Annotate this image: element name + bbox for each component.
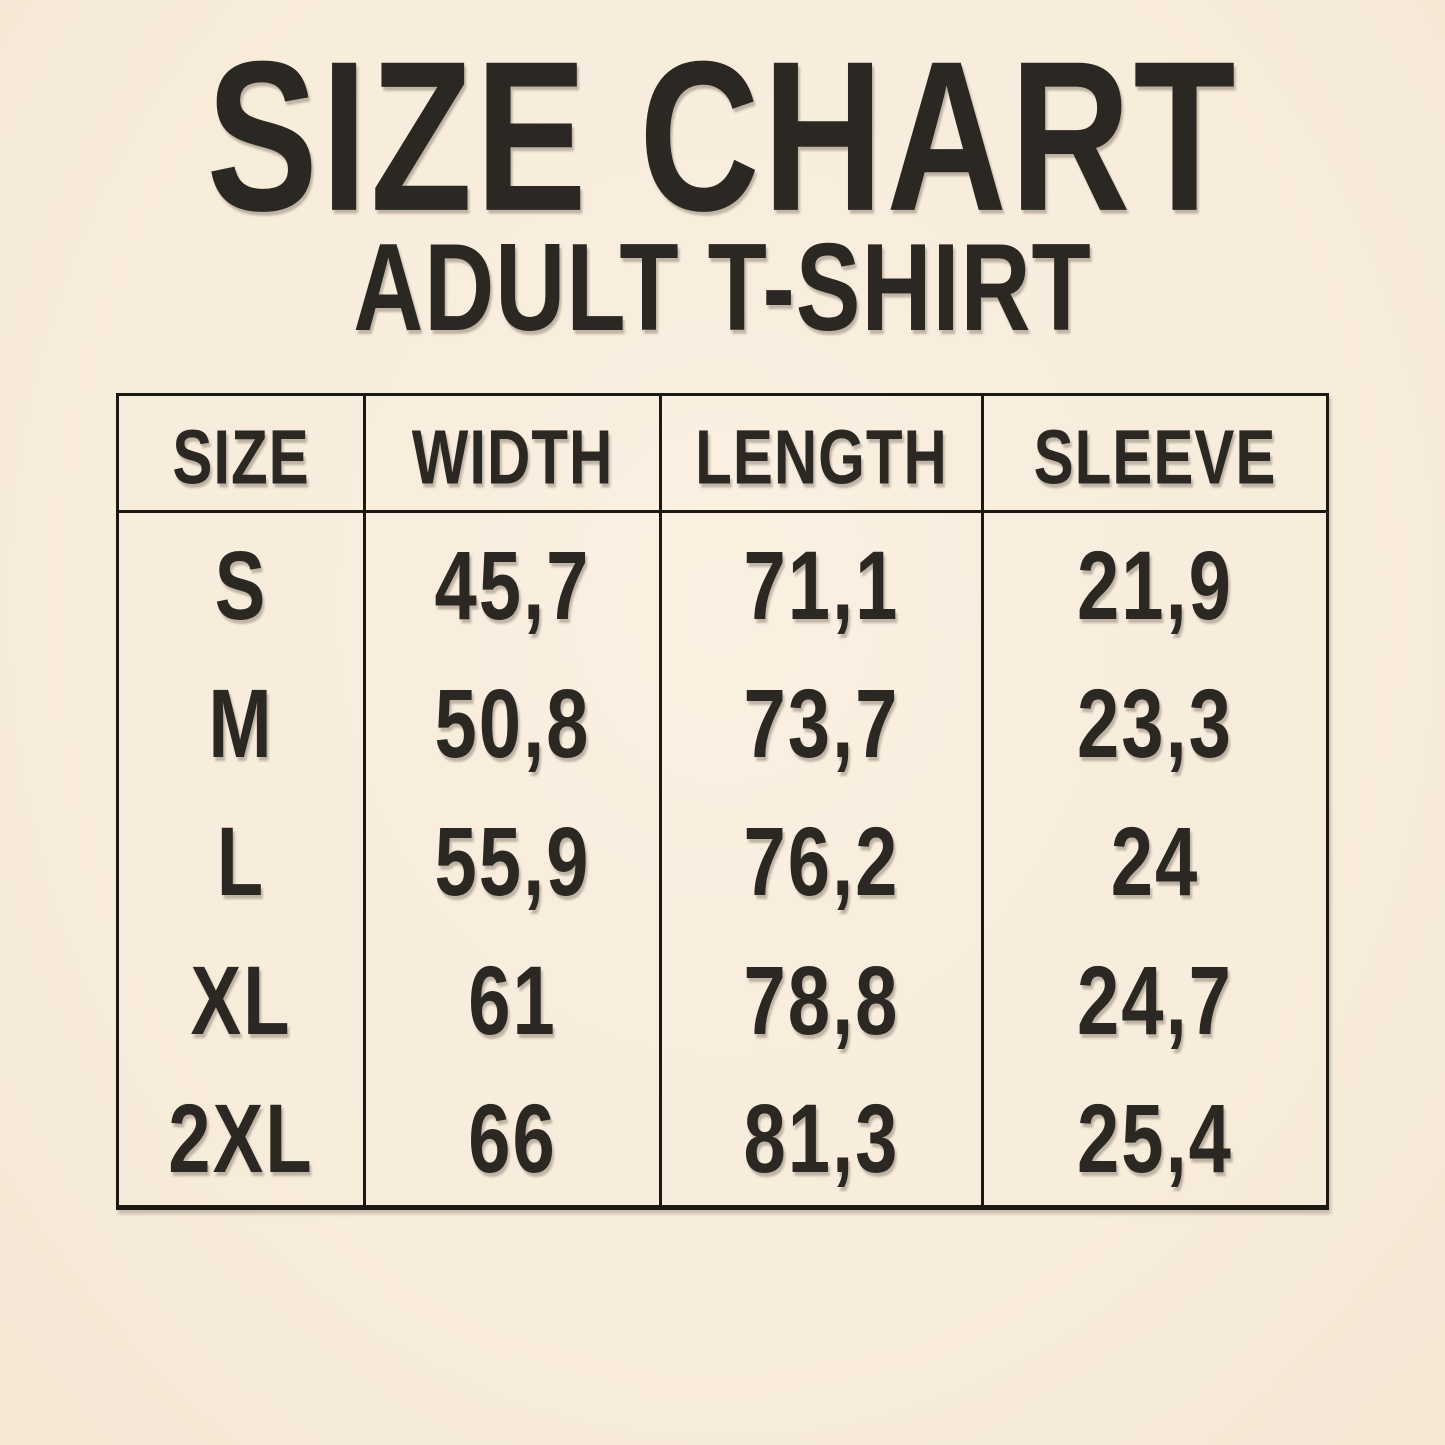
length-value: 81,3	[743, 1085, 900, 1195]
page-title-wrap: SIZE CHART	[0, 17, 1445, 255]
size-table: SIZE WIDTH LENGTH SLEEVE S 45,7 71,1 21,…	[116, 393, 1329, 1210]
table-row-xl-length: 78,8	[662, 928, 984, 1067]
table-row-m-sleeve: 23,3	[984, 651, 1326, 789]
size-label: 2XL	[168, 1085, 314, 1195]
table-row-s-sleeve: 21,9	[984, 513, 1326, 651]
table-row-s-length: 71,1	[662, 513, 984, 652]
table-row-2xl-length: 81,3	[662, 1066, 984, 1205]
table-row-2xl-width: 66	[366, 1066, 662, 1205]
size-label: S	[214, 531, 268, 641]
table-row-xl-size: XL	[119, 928, 366, 1067]
header-cell-width: WIDTH	[366, 396, 662, 513]
header-label-size: SIZE	[172, 414, 310, 500]
length-value: 78,8	[743, 946, 900, 1056]
width-value: 50,8	[434, 670, 591, 779]
width-value: 66	[468, 1085, 557, 1195]
size-label: L	[216, 808, 266, 918]
table-row-s-width: 45,7	[366, 513, 662, 652]
header-label-sleeve: SLEEVE	[1033, 414, 1277, 500]
table-row-m-size: M	[119, 651, 366, 790]
sleeve-value: 24,7	[1077, 946, 1233, 1056]
size-label: XL	[190, 946, 292, 1056]
table-row-xl-width: 61	[366, 928, 662, 1067]
page-subtitle-wrap: ADULT T-SHIRT	[0, 218, 1445, 358]
sleeve-value: 23,3	[1077, 670, 1233, 779]
table-row-2xl-sleeve: 25,4	[984, 1067, 1326, 1205]
header-label-length: LENGTH	[695, 414, 948, 500]
table-row-m-length: 73,7	[662, 651, 984, 790]
length-value: 71,1	[743, 531, 900, 641]
sleeve-value: 25,4	[1077, 1085, 1233, 1195]
table-row-l-size: L	[119, 789, 366, 929]
page-subtitle: ADULT T-SHIRT	[353, 217, 1092, 358]
length-value: 73,7	[743, 670, 900, 779]
table-row-2xl-size: 2XL	[119, 1066, 366, 1205]
width-value: 55,9	[434, 808, 591, 918]
page-title: SIZE CHART	[206, 17, 1239, 256]
table-row-l-length: 76,2	[662, 789, 984, 929]
header-label-width: WIDTH	[411, 414, 614, 500]
table-row-l-width: 55,9	[366, 789, 662, 929]
header-cell-sleeve: SLEEVE	[984, 396, 1326, 513]
header-cell-size: SIZE	[119, 396, 366, 513]
size-label: M	[208, 670, 274, 779]
sleeve-value: 24	[1110, 808, 1200, 918]
width-value: 45,7	[434, 531, 591, 641]
table-row-m-width: 50,8	[366, 651, 662, 790]
sleeve-value: 21,9	[1077, 531, 1233, 641]
header-cell-length: LENGTH	[662, 396, 984, 513]
table-row-l-sleeve: 24	[984, 790, 1326, 928]
width-value: 61	[468, 946, 557, 1056]
length-value: 76,2	[743, 808, 900, 918]
table-row-xl-sleeve: 24,7	[984, 928, 1326, 1066]
table-row-s-size: S	[119, 513, 366, 652]
